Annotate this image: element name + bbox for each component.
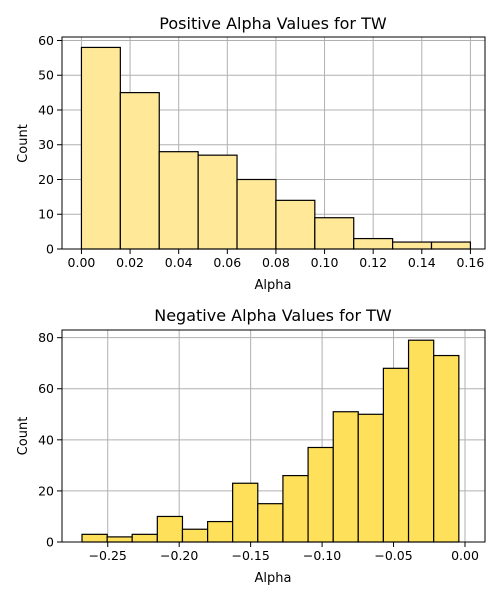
y-tick-label: 10 (38, 207, 54, 222)
histogram-bar (207, 520, 234, 543)
histogram-bar (181, 528, 209, 543)
histogram-bar (119, 92, 160, 250)
x-tick-label: 0.04 (165, 255, 193, 270)
histogram-bar (156, 515, 184, 543)
histogram-bar (307, 446, 334, 543)
chart-negative-alpha: Negative Alpha Values for TW Alpha Count… (16, 306, 486, 586)
histogram-bar (131, 533, 158, 543)
y-tick-label: 20 (38, 172, 54, 187)
histogram-bar (257, 503, 284, 543)
y-tick-label: 60 (38, 381, 54, 396)
histogram-bar (314, 217, 355, 250)
histogram-bar (282, 474, 309, 543)
histogram-bar (433, 354, 460, 543)
x-tick-label: 0.10 (311, 255, 339, 270)
histogram-bar (357, 413, 384, 543)
x-tick-label: 0.02 (116, 255, 144, 270)
x-tick-label: 0.08 (262, 255, 290, 270)
y-tick-label: 20 (38, 483, 54, 498)
chart-positive-alpha: Positive Alpha Values for TW Alpha Count… (16, 14, 486, 293)
chart-title: Negative Alpha Values for TW (154, 306, 392, 325)
histogram-bar (236, 178, 277, 250)
x-tick-label: −0.15 (231, 548, 269, 563)
histogram-bar (158, 151, 199, 250)
x-tick-label: 0.00 (68, 255, 96, 270)
x-tick-label: 0.06 (213, 255, 241, 270)
y-tick-label: 80 (38, 330, 54, 345)
y-axis-label: Count (16, 124, 31, 163)
x-tick-label: 0.00 (451, 548, 479, 563)
y-tick-label: 0 (46, 535, 54, 550)
chart-title: Positive Alpha Values for TW (159, 14, 387, 33)
y-tick-label: 0 (46, 242, 54, 257)
x-tick-label: −0.25 (89, 548, 127, 563)
plot-frame (61, 36, 486, 250)
x-tick-label: 0.12 (359, 255, 387, 270)
histogram-bar (392, 241, 433, 250)
x-tick-label: 0.16 (456, 255, 484, 270)
y-tick-label: 30 (38, 137, 54, 152)
histogram-bar (430, 241, 472, 250)
histogram-bar (407, 339, 435, 543)
histogram-bar (232, 482, 259, 543)
x-tick-label: −0.05 (374, 548, 412, 563)
x-axis-label: Alpha (255, 278, 292, 293)
x-tick-label: −0.20 (160, 548, 198, 563)
plot-frame (61, 329, 486, 543)
histogram-bar (80, 46, 121, 250)
histogram-bar (382, 367, 410, 543)
histogram-bar (106, 536, 133, 543)
histogram-bar (353, 237, 394, 250)
y-tick-label: 40 (38, 432, 54, 447)
histogram-bar (275, 199, 316, 250)
histogram-bar (81, 533, 108, 543)
histogram-bar (197, 154, 238, 250)
y-tick-label: 50 (38, 68, 54, 83)
histogram-bar (332, 411, 359, 543)
x-tick-label: −0.10 (303, 548, 341, 563)
x-axis-label: Alpha (255, 571, 292, 586)
y-tick-label: 60 (38, 33, 54, 48)
x-tick-label: 0.14 (408, 255, 436, 270)
y-axis-label: Count (16, 417, 31, 456)
y-tick-label: 40 (38, 102, 54, 117)
